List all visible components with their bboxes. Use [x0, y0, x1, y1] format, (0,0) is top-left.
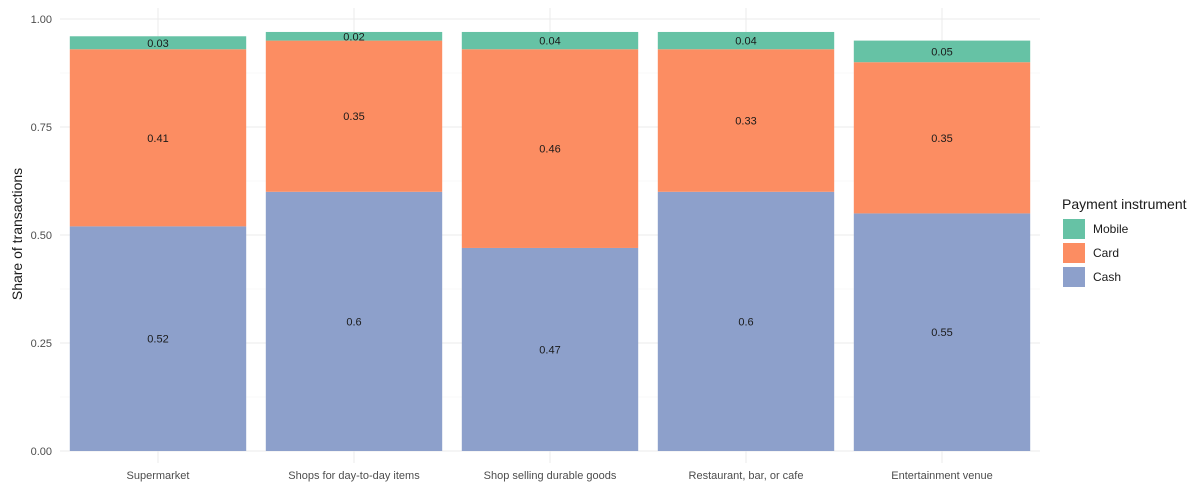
bar-segment-card [69, 49, 247, 227]
bar-segment-card [265, 40, 443, 192]
x-tick-label: Supermarket [127, 470, 190, 482]
y-axis-title: Share of transactions [9, 168, 25, 300]
x-tick-label: Entertainment venue [891, 470, 993, 482]
legend-label-card: Card [1093, 246, 1119, 260]
y-tick-label: 0.25 [31, 338, 52, 350]
data-label-card: 0.46 [539, 144, 560, 156]
legend-key-mobile [1063, 219, 1085, 239]
data-label-card: 0.35 [343, 111, 364, 123]
bar-segment-mobile [461, 31, 639, 50]
bars [69, 31, 1031, 452]
data-label-cash: 0.52 [147, 334, 168, 346]
bar-segment-cash [69, 226, 247, 451]
x-tick-label: Restaurant, bar, or cafe [689, 470, 804, 482]
bar-segment-card [461, 49, 639, 248]
x-tick-label: Shop selling durable goods [484, 470, 617, 482]
data-label-cash: 0.6 [738, 316, 753, 328]
x-axis: Supermarket Shops for day-to-day items Sho… [127, 470, 993, 482]
legend-key-cash [1063, 267, 1085, 287]
data-label-card: 0.41 [147, 133, 168, 145]
legend-label-mobile: Mobile [1093, 222, 1129, 236]
data-label-card: 0.33 [735, 116, 756, 128]
y-tick-label: 1.00 [31, 14, 52, 26]
data-label-cash: 0.6 [346, 316, 361, 328]
bar-segment-cash [461, 247, 639, 451]
x-tick-label: Shops for day-to-day items [288, 470, 420, 482]
bar-segment-mobile [69, 36, 247, 50]
y-axis: 0.00 0.25 0.50 0.75 1.00 [31, 14, 52, 458]
data-labels: 0.52 0.41 0.03 0.6 0.35 0.02 0.47 0.46 0.04 0.6 0.… [147, 31, 952, 356]
bar-segment-cash [853, 213, 1031, 451]
bar-segment-card [853, 62, 1031, 214]
bar-segment-mobile [657, 31, 835, 50]
bar-segment-card [657, 49, 835, 192]
bar-segment-cash [265, 191, 443, 452]
y-tick-label: 0.75 [31, 122, 52, 134]
data-label-mobile: 0.04 [539, 36, 560, 48]
bar-segment-mobile [853, 40, 1031, 63]
data-label-mobile: 0.05 [931, 46, 952, 58]
data-label-mobile: 0.02 [343, 31, 364, 43]
legend-label-cash: Cash [1093, 270, 1121, 284]
legend: Payment instrument Mobile Card Cash [1062, 196, 1187, 287]
bar-segment-mobile [265, 31, 443, 41]
legend-key-card [1063, 243, 1085, 263]
y-tick-label: 0.50 [31, 230, 52, 242]
data-label-mobile: 0.04 [735, 36, 756, 48]
data-label-card: 0.35 [931, 133, 952, 145]
y-tick-label: 0.00 [31, 446, 52, 458]
data-label-cash: 0.55 [931, 327, 952, 339]
data-label-cash: 0.47 [539, 344, 560, 356]
legend-title: Payment instrument [1062, 196, 1187, 212]
data-label-mobile: 0.03 [147, 38, 168, 50]
bar-segment-cash [657, 191, 835, 452]
